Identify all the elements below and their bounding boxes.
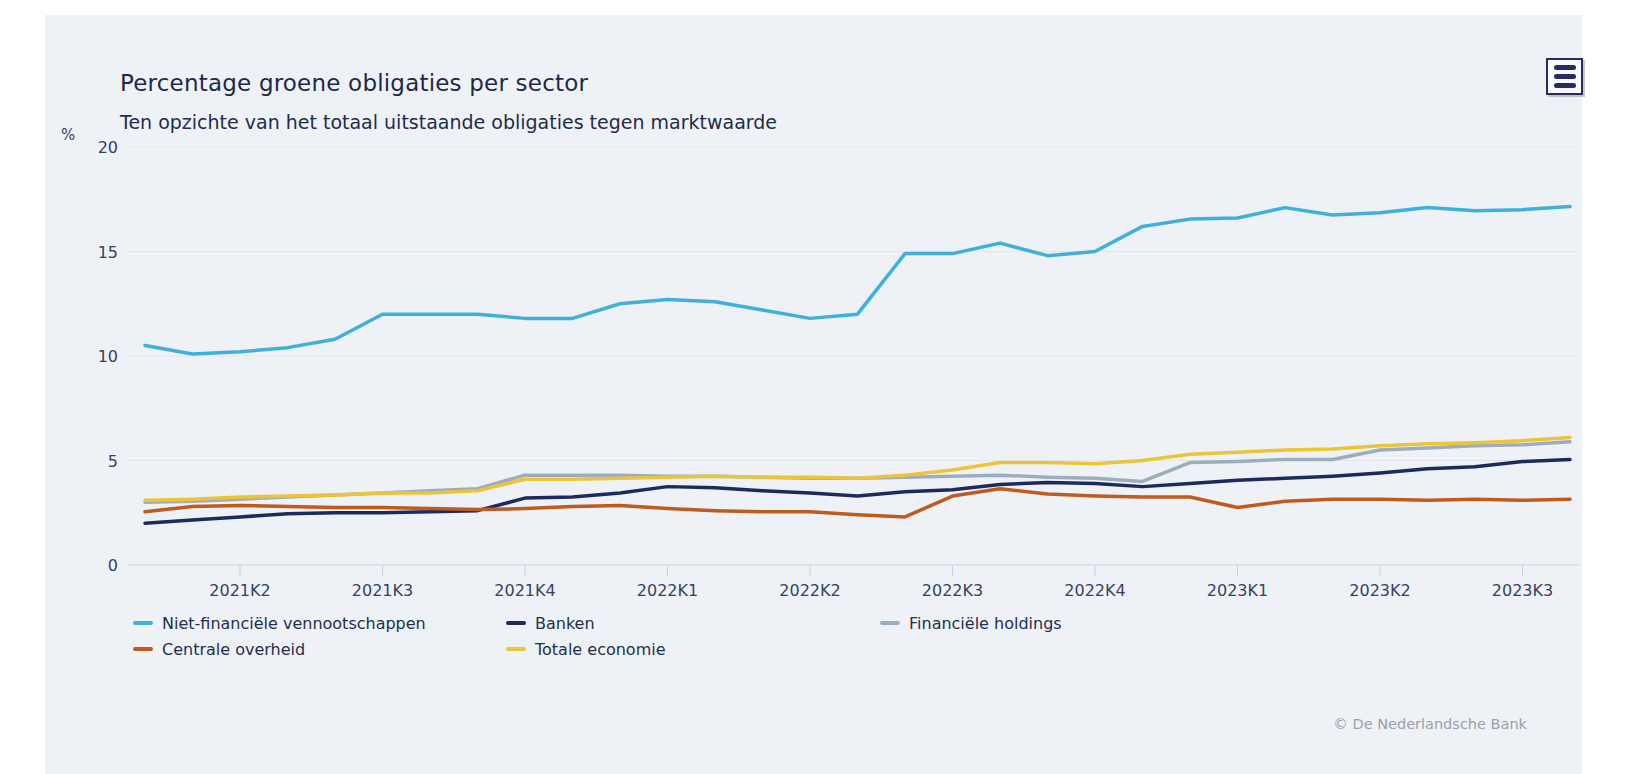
y-axis-label: 10 (58, 347, 118, 366)
legend-line-marker (506, 621, 526, 625)
series-line-niet-financi-le-vennootschappen[interactable] (145, 207, 1570, 354)
x-axis-label: 2023K3 (1492, 581, 1553, 600)
legend-item-totale-economie[interactable]: Totale economie (506, 639, 666, 659)
legend-label: Financiële holdings (909, 614, 1062, 633)
x-axis-label: 2022K2 (779, 581, 840, 600)
y-axis-label: 15 (58, 242, 118, 261)
y-axis-unit-label: % (61, 126, 75, 144)
y-axis-label: 0 (58, 556, 118, 575)
x-axis-label: 2022K4 (1064, 581, 1125, 600)
legend-item-banken[interactable]: Banken (506, 613, 595, 633)
x-axis-label: 2021K4 (494, 581, 555, 600)
legend-label: Niet-financiële vennootschappen (162, 614, 426, 633)
legend-label: Totale economie (535, 640, 666, 659)
x-axis-label: 2022K3 (922, 581, 983, 600)
legend-line-marker (133, 621, 153, 625)
x-axis-label: 2023K1 (1207, 581, 1268, 600)
y-axis-label: 5 (58, 451, 118, 470)
legend-label: Banken (535, 614, 595, 633)
x-axis-label: 2023K2 (1349, 581, 1410, 600)
legend-label: Centrale overheid (162, 640, 305, 659)
x-axis-label: 2021K3 (352, 581, 413, 600)
legend-line-marker (880, 621, 900, 625)
x-axis-label: 2021K2 (209, 581, 270, 600)
legend-line-marker (506, 647, 526, 651)
legend-line-marker (133, 647, 153, 651)
legend-item-financi-le-holdings[interactable]: Financiële holdings (880, 613, 1062, 633)
legend-item-centrale-overheid[interactable]: Centrale overheid (133, 639, 305, 659)
x-axis-label: 2022K1 (637, 581, 698, 600)
series-line-totale-economie[interactable] (145, 438, 1570, 501)
legend-item-niet-financi-le-vennootschappen[interactable]: Niet-financiële vennootschappen (133, 613, 426, 633)
